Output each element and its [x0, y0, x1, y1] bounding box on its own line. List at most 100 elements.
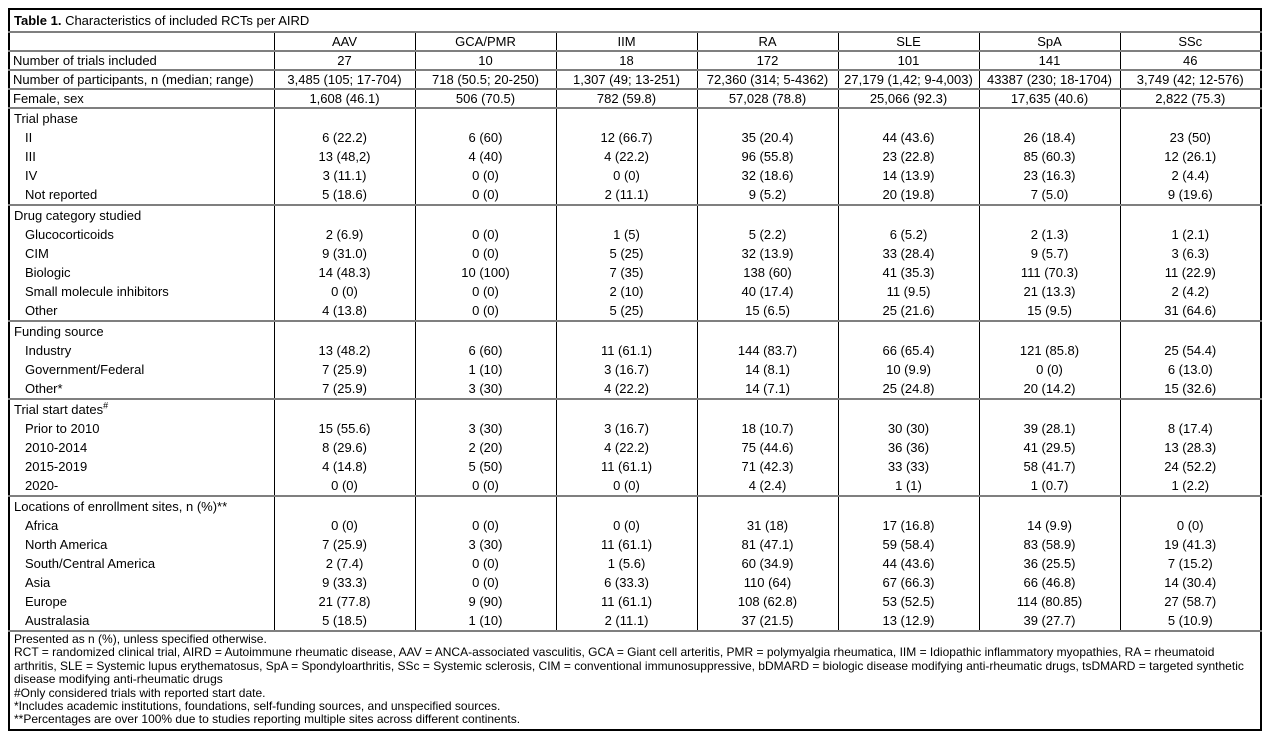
cell-value: 27,179 (1,42; 9-4,003): [837, 69, 979, 89]
cell-value: 60 (34.9): [741, 556, 794, 571]
subrow-label: III: [25, 149, 36, 164]
section-label-cell: Drug category studied Glucocorticoids CIM B…: [9, 204, 274, 321]
cell-value: 1 (2.1): [1171, 227, 1210, 242]
cell-value: 36 (25.5): [1023, 556, 1076, 571]
cell-value: 110 (64): [743, 575, 792, 590]
spacer-line: [842, 400, 976, 419]
cell-value: 14 (13.9): [882, 168, 935, 183]
cell-value: 5 (25): [609, 303, 644, 318]
cell-value: 37 (21.5): [741, 613, 794, 628]
subrow-label: Small molecule inhibitors: [25, 284, 169, 299]
cell-value: 7 (25.9): [322, 381, 367, 396]
section-label: Locations of enrollment sites, n (%)**: [13, 498, 271, 516]
spacer-line: [419, 109, 553, 128]
cell-value: 39 (27.7): [1023, 613, 1076, 628]
table-title: Table 1. Characteristics of included RCT…: [9, 9, 1261, 32]
rct-characteristics-table: Table 1. Characteristics of included RCT…: [8, 8, 1262, 731]
spacer-line: [842, 109, 976, 128]
cell-value: 101: [837, 50, 979, 70]
section-label-superscript: #: [103, 400, 109, 411]
section-value-cell: 1 (2.1) 3 (6.3) 11 (22.9) 2 (4.2) 31 (64.6): [1119, 204, 1261, 321]
column-header-blank: [9, 31, 274, 51]
section-row: Locations of enrollment sites, n (%)** Af…: [9, 495, 1261, 631]
section-value-cell: 5 (2.2) 32 (13.9) 138 (60) 40 (17.4) 15 (6.5…: [696, 204, 838, 321]
cell-value: 3,749 (42; 12-576): [1119, 69, 1261, 89]
spacer-line: [1124, 322, 1258, 341]
cell-value: 0 (0): [472, 187, 499, 202]
cell-value: 11 (61.1): [600, 343, 653, 358]
cell-value: 18 (10.7): [741, 421, 794, 436]
table-row: Female, sex 1,608 (46.1) 506 (70.5) 782 (59…: [9, 88, 1261, 108]
cell-value: 12 (26.1): [1164, 149, 1217, 164]
cell-value: 32 (13.9): [741, 246, 794, 261]
cell-value: 66 (46.8): [1023, 575, 1076, 590]
cell-value: 9 (19.6): [1167, 187, 1213, 202]
cell-value: 3 (16.7): [604, 362, 649, 377]
cell-value: 2 (11.1): [604, 187, 649, 202]
cell-value: 1,307 (49; 13-251): [555, 69, 697, 89]
cell-value: 1 (10): [468, 362, 503, 377]
cell-value: 23 (16.3): [1023, 168, 1076, 183]
column-header-sle: SLE: [837, 31, 979, 51]
footnote-line: *Includes academic institutions, foundat…: [14, 699, 501, 714]
cell-value: 3 (16.7): [604, 421, 649, 436]
cell-value: 71 (42.3): [741, 459, 794, 474]
cell-value: 96 (55.8): [741, 149, 794, 164]
cell-value: 7 (25.9): [322, 362, 367, 377]
cell-value: 6 (5.2): [889, 227, 928, 242]
section-value-cell: 0 (0) 11 (61.1) 1 (5.6) 6 (33.3) 11 (61.1) 2 …: [555, 495, 697, 631]
cell-value: 0 (0): [1176, 518, 1204, 533]
section-value-cell: 3 (16.7) 4 (22.2) 11 (61.1) 0 (0): [555, 398, 697, 496]
footnotes-cell: Presented as n (%), unless specified oth…: [9, 630, 1261, 730]
cell-value: 11 (9.5): [886, 284, 931, 299]
cell-value: 1 (0.7): [1030, 478, 1069, 493]
spacer-line: [560, 322, 694, 341]
cell-value: 66 (65.4): [882, 343, 935, 358]
subrow-label: Australasia: [25, 613, 90, 628]
cell-value: 25 (21.6): [882, 303, 935, 318]
cell-value: 506 (70.5): [414, 88, 556, 108]
spacer-line: [419, 206, 553, 225]
cell-value: 83 (58.9): [1023, 537, 1076, 552]
section-value-cell: 1 (5) 5 (25) 7 (35) 2 (10) 5 (25): [555, 204, 697, 321]
spacer-line: [1124, 206, 1258, 225]
cell-value: 72,360 (314; 5-4362): [696, 69, 838, 89]
cell-value: 0 (0): [613, 168, 640, 183]
spacer-line: [701, 400, 835, 419]
section-value-cell: 3 (30) 2 (20) 5 (50) 0 (0): [414, 398, 556, 496]
cell-value: 25 (24.8): [882, 381, 935, 396]
cell-value: 41 (35.3): [882, 265, 935, 280]
cell-value: 40 (17.4): [741, 284, 794, 299]
cell-value: 6 (33.3): [604, 575, 649, 590]
cell-value: 43387 (230; 18-1704): [978, 69, 1120, 89]
column-header-ra: RA: [696, 31, 838, 51]
spacer-line: [278, 497, 412, 516]
cell-value: 121 (85.8): [1019, 343, 1080, 358]
cell-value: 10 (9.9): [886, 362, 931, 377]
cell-value: 15 (55.6): [318, 421, 371, 436]
spacer-line: [278, 322, 412, 341]
cell-value: 24 (52.2): [1164, 459, 1217, 474]
cell-value: 85 (60.3): [1023, 149, 1076, 164]
cell-value: 9 (5.7): [1030, 246, 1069, 261]
section-row: Trial phase II III IV Not reported 6 (22.2) 13…: [9, 107, 1261, 205]
table-title-text: Characteristics of included RCTs per AIR…: [61, 13, 310, 28]
subrow-label: Industry: [25, 343, 72, 358]
cell-value: 0 (0): [1036, 362, 1063, 377]
cell-value: 14 (48.3): [318, 265, 371, 280]
table-body: Table 1. Characteristics of included RCT…: [9, 9, 1261, 730]
cell-value: 7 (5.0): [1030, 187, 1069, 202]
cell-value: 0 (0): [472, 168, 499, 183]
section-value-cell: 6 (60) 1 (10) 3 (30): [414, 320, 556, 399]
section-value-cell: 14 (9.9) 83 (58.9) 36 (25.5) 66 (46.8) 114 (…: [978, 495, 1120, 631]
cell-value: 1 (1): [895, 478, 922, 493]
cell-value: 17,635 (40.6): [978, 88, 1120, 108]
section-value-cell: 35 (20.4) 96 (55.8) 32 (18.6) 9 (5.2): [696, 107, 838, 205]
cell-value: 67 (66.3): [882, 575, 935, 590]
cell-value: 3,485 (105; 17-704): [273, 69, 415, 89]
section-value-cell: 15 (55.6) 8 (29.6) 4 (14.8) 0 (0): [273, 398, 415, 496]
cell-value: 14 (7.1): [745, 381, 790, 396]
cell-value: 138 (60): [743, 265, 792, 280]
row-label: Number of trials included: [9, 50, 274, 70]
section-value-cell: 25 (54.4) 6 (13.0) 15 (32.6): [1119, 320, 1261, 399]
